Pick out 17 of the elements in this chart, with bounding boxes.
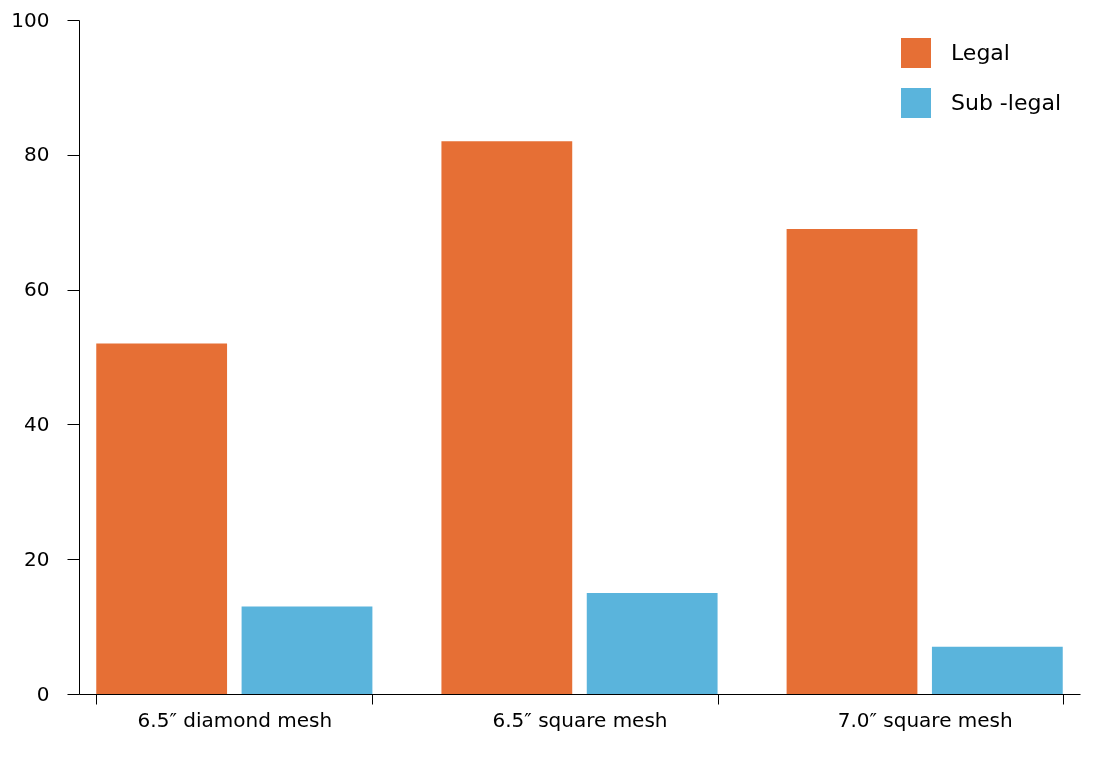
bar xyxy=(931,646,1063,694)
legend-label: Legal xyxy=(951,40,1010,65)
bar xyxy=(241,606,373,694)
bar xyxy=(586,592,718,694)
y-tick-label: 20 xyxy=(24,546,50,571)
bar xyxy=(786,228,918,694)
x-tick-label: 7.0″ square mesh xyxy=(837,707,1013,732)
bar xyxy=(441,141,573,694)
y-tick-label: 60 xyxy=(24,277,50,302)
y-tick-label: 100 xyxy=(11,7,50,32)
legend-label: Sub -legal xyxy=(951,90,1062,115)
x-tick-label: 6.5″ diamond mesh xyxy=(137,707,333,732)
y-tick-label: 0 xyxy=(36,681,50,706)
y-tick-label: 40 xyxy=(24,411,50,436)
bar xyxy=(96,343,228,694)
y-tick-label: 80 xyxy=(24,142,50,167)
x-tick-label: 6.5″ square mesh xyxy=(492,707,668,732)
